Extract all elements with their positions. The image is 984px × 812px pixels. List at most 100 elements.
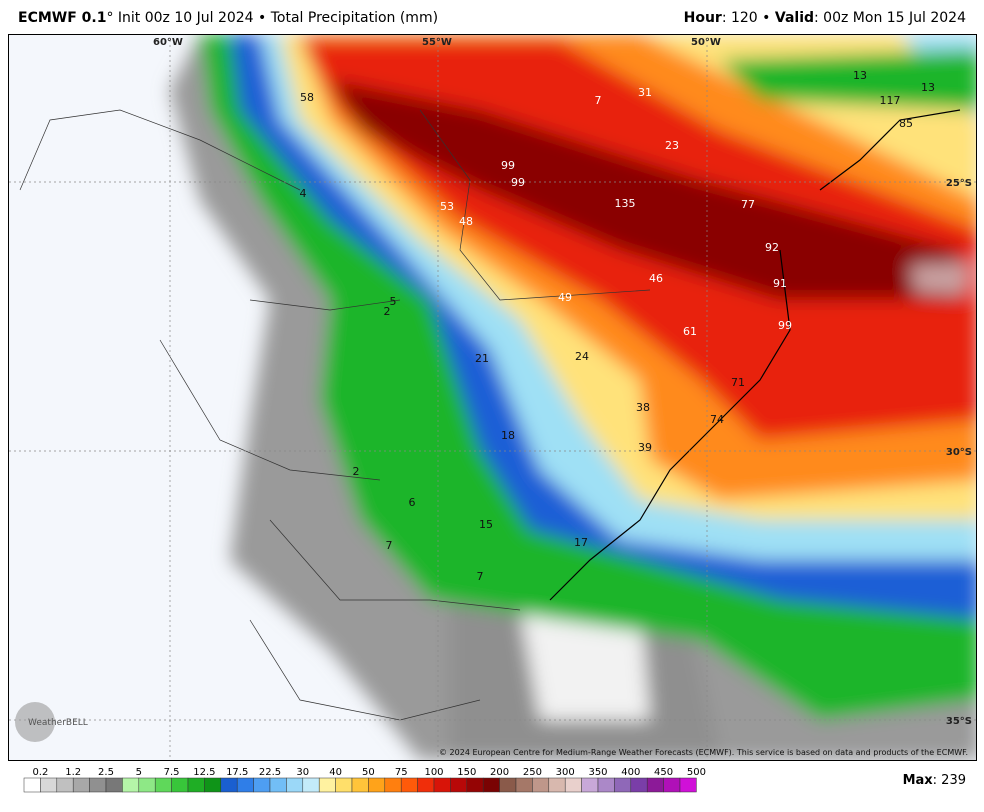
colorbar-label: 400 [621,767,640,778]
point-label: 85 [899,117,913,130]
colorbar-swatch [105,777,123,793]
colorbar-swatch [89,777,107,793]
point-label: 74 [710,413,724,426]
colorbar-swatch [23,777,41,793]
valid-label: Valid [775,10,814,26]
colorbar-label: 150 [457,767,476,778]
colorbar-swatch [597,777,615,793]
grid-label: 60°W [153,37,183,48]
point-label: 71 [731,376,745,389]
colorbar-swatch [171,777,189,793]
colorbar-label: 50 [362,767,375,778]
logo-text: WeatherBELL [28,718,88,728]
colorbar-swatch [581,777,599,793]
colorbar-label: 17.5 [226,767,248,778]
colorbar-swatch [614,777,632,793]
grid-label: 50°W [691,37,721,48]
point-label: 13 [853,69,867,82]
header-left: ECMWF 0.1° Init 00z 10 Jul 2024 • Total … [18,10,438,26]
colorbar-label: 7.5 [164,767,180,778]
hour-label: Hour [684,10,722,26]
colorbar-swatch [417,777,435,793]
point-label: 99 [501,159,515,172]
colorbar-swatch [663,777,681,793]
point-label: 99 [511,176,525,189]
point-label: 15 [479,518,493,531]
point-label: 53 [440,200,454,213]
colorbar-label: 200 [490,767,509,778]
colorbar-label: 30 [296,767,309,778]
colorbar-swatch [499,777,517,793]
colorbar-swatch [515,777,533,793]
colorbar-swatch [532,777,550,793]
point-label: 49 [558,291,572,304]
colorbar-swatch [548,777,566,793]
colorbar-swatch [204,777,222,793]
colorbar-label: 12.5 [193,767,215,778]
point-label: 39 [638,441,652,454]
precip-field [9,35,976,760]
colorbar-label: 350 [588,767,607,778]
colorbar-swatch [269,777,287,793]
colorbar-swatch [138,777,156,793]
colorbar-swatch [154,777,172,793]
point-label: 24 [575,350,589,363]
point-label: 13 [921,81,935,94]
max-label: Max [903,773,934,788]
point-label: 21 [475,352,489,365]
valid: : 00z Mon 15 Jul 2024 [814,10,966,26]
grid-label: 30°S [946,447,972,458]
point-label: 2 [384,305,391,318]
point-label: 99 [778,319,792,332]
point-label: 61 [683,325,697,338]
colorbar-label: 500 [687,767,706,778]
colorbar-label: 0.2 [32,767,48,778]
colorbar-swatch [318,777,336,793]
colorbar-swatch [122,777,140,793]
colorbar-swatch [286,777,304,793]
colorbar-swatch [630,777,648,793]
colorbar-swatch [351,777,369,793]
colorbar-swatch [253,777,271,793]
point-label: 18 [501,429,515,442]
point-label: 2 [353,465,360,478]
point-label: 5 [390,295,397,308]
colorbar-label: 5 [136,767,142,778]
point-label: 6 [409,496,416,509]
header-right: Hour: 120 • Valid: 00z Mon 15 Jul 2024 [684,10,966,26]
colorbar-swatch [368,777,386,793]
point-label: 117 [880,94,901,107]
hour: : 120 • [722,10,775,26]
colorbar-label: 1.2 [65,767,81,778]
colorbar-label: 300 [556,767,575,778]
init: ° Init 00z 10 Jul 2024 • Total Precipita… [106,10,438,26]
point-label: 38 [636,401,650,414]
point-label: 48 [459,215,473,228]
colorbar-swatch [679,777,697,793]
grid-label: 25°S [946,178,972,189]
model: ECMWF 0.1 [18,10,106,26]
logo: WeatherBELL [15,702,88,742]
point-label: 77 [741,198,755,211]
colorbar-swatch [56,777,74,793]
colorbar-swatch [482,777,500,793]
colorbar-label: 75 [395,767,408,778]
max-value: : 239 [933,773,966,788]
colorbar-swatch [384,777,402,793]
point-label: 92 [765,241,779,254]
colorbar-swatch [400,777,418,793]
grid-label: 35°S [946,716,972,727]
point-label: 4 [300,187,307,200]
colorbar-swatch [187,777,205,793]
colorbar-swatch [433,777,451,793]
colorbar-swatch [236,777,254,793]
colorbar-swatch [302,777,320,793]
colorbar-swatch [466,777,484,793]
grid-label: 55°W [422,37,452,48]
colorbar-label: 100 [424,767,443,778]
colorbar-label: 450 [654,767,673,778]
max: Max: 239 [903,773,966,788]
point-label: 91 [773,277,787,290]
colorbar-swatch [220,777,238,793]
